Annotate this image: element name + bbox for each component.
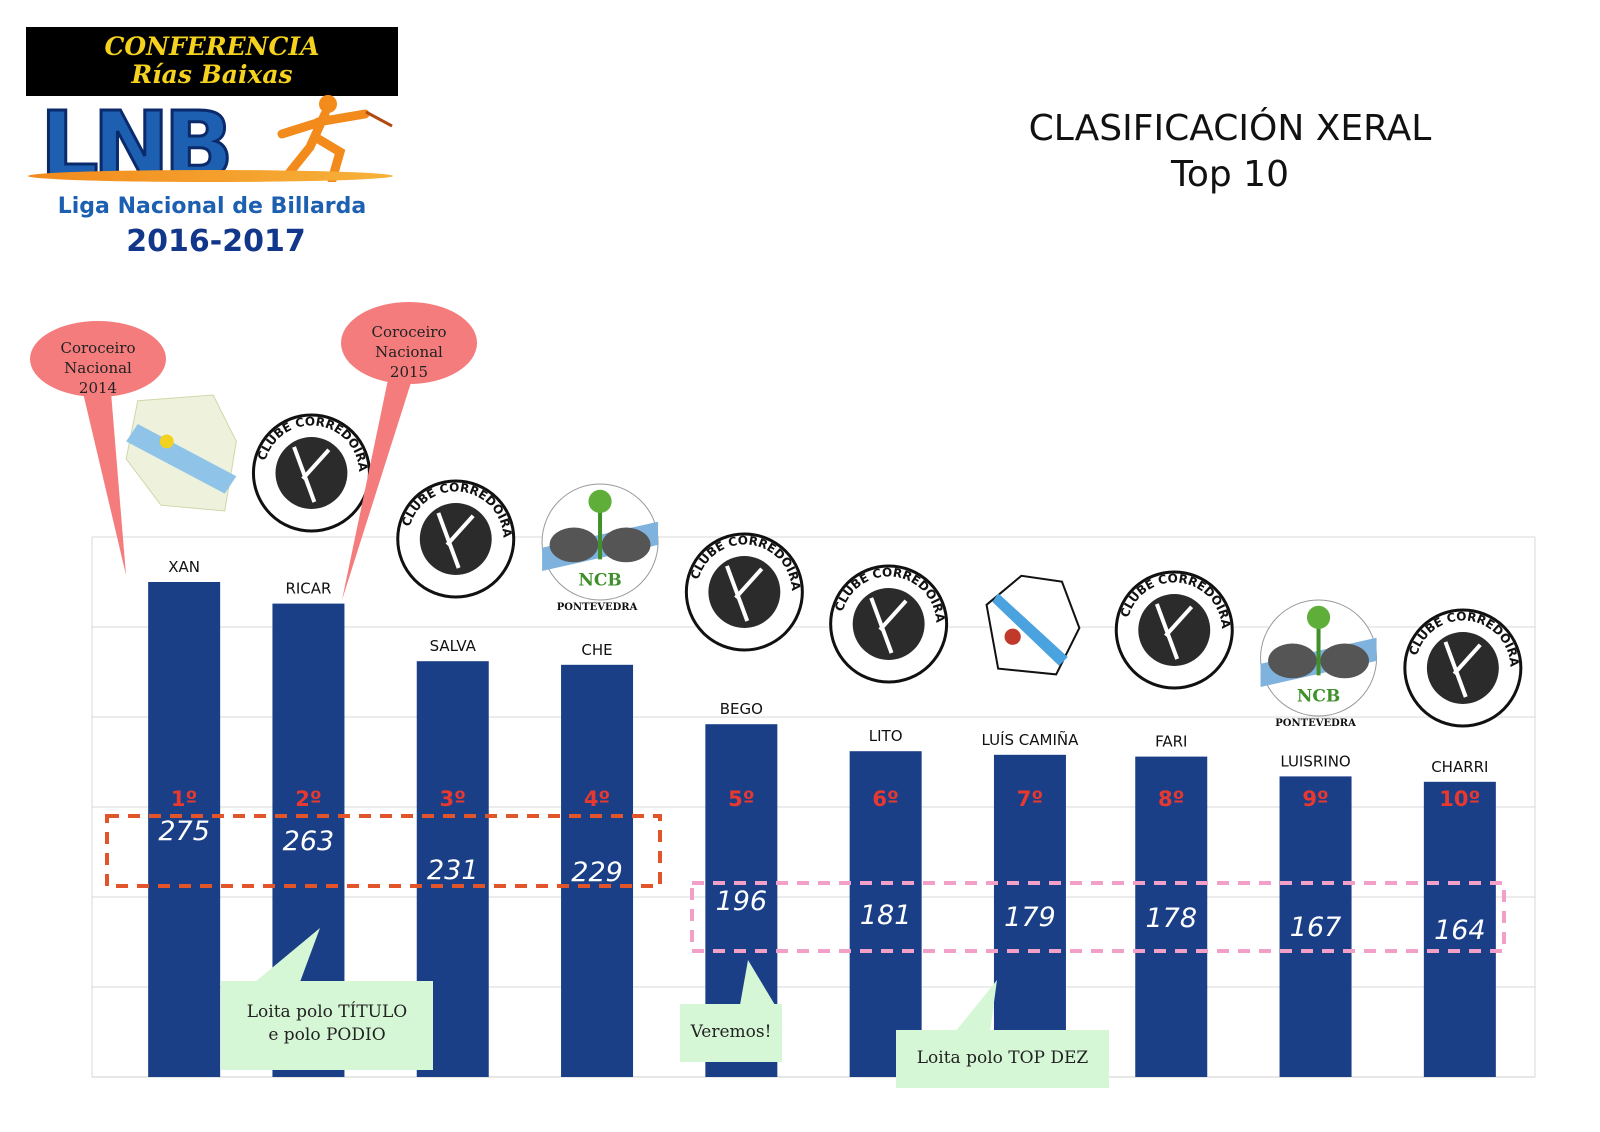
category-label: BEGO [720, 700, 763, 718]
logo-swoosh [28, 170, 393, 182]
marin-lnb-icon [985, 574, 1081, 676]
podium-highlight-box [105, 814, 662, 888]
value-label: 178 [1145, 903, 1197, 934]
note-title-line1: Loita polo TÍTULO [246, 1002, 408, 1022]
club-caption: PONTEVEDRA [557, 602, 638, 613]
bubble-2015-line2: 2015 [389, 363, 429, 381]
clube-corredoiras-icon: CLUBE CORREDOIRAS [0, 0, 516, 599]
bubble-coroceiro-2015: Coroceiro Nacional 2015 [341, 302, 477, 384]
league-name: Liga Nacional de Billarda [57, 194, 367, 219]
bar-lito [849, 751, 922, 1077]
value-label: 181 [860, 900, 912, 931]
bar-luisrino [1279, 776, 1352, 1077]
category-label: SALVA [430, 637, 477, 655]
rank-label: 4º [584, 787, 610, 811]
conference-banner: CONFERENCIA Rías Baixas [26, 27, 398, 96]
svg-text:CLUBE CORREDOIRAS: CLUBE CORREDOIRAS [0, 0, 803, 592]
bubble-2015-line1: Coroceiro Nacional [371, 323, 447, 361]
bar-fari [1135, 756, 1208, 1077]
value-label: 167 [1290, 912, 1342, 943]
svg-text:NCB: NCB [578, 571, 621, 591]
category-label: FARI [1155, 733, 1187, 751]
rank-label: 7º [1017, 787, 1043, 811]
bar-luscamia [993, 754, 1066, 1077]
title-line1: CLASIFICACIÓN XERAL [1028, 108, 1432, 149]
value-label: 229 [571, 857, 623, 888]
category-label: CHARRI [1431, 758, 1488, 776]
rank-label: 9º [1302, 787, 1328, 811]
conference-line2: Rías Baixas [131, 60, 293, 89]
club-caption: PONTEVEDRA [1275, 718, 1356, 729]
page-title: CLASIFICACIÓN XERAL Top 10 [980, 106, 1480, 198]
value-label: 179 [1004, 902, 1056, 933]
bubble-coroceiro-2014: Coroceiro Nacional 2014 [30, 321, 166, 397]
conference-line1: CONFERENCIA [104, 32, 320, 61]
season-label: 2016-2017 [126, 224, 306, 259]
lia-e-forza-icon [125, 394, 237, 512]
rank-label: 1º [171, 787, 197, 811]
rank-label: 8º [1158, 787, 1184, 811]
value-label: 164 [1434, 915, 1486, 946]
note-title-podium: Loita polo TÍTULO e polo PODIO [221, 981, 433, 1070]
category-label: RICAR [285, 580, 331, 598]
value-label: 275 [158, 816, 210, 847]
topten-highlight-box [690, 881, 1506, 953]
rank-label: 2º [295, 787, 321, 811]
bubble-2014-pointer [80, 380, 126, 575]
category-label: LUÍS CAMIÑA [982, 730, 1080, 749]
bubble-2015-pointer [342, 370, 415, 600]
bubble-2014-line2: 2014 [78, 379, 118, 397]
note-veremos: Veremos! [680, 1004, 782, 1062]
rank-label: 5º [728, 787, 754, 811]
value-label: 196 [716, 886, 768, 917]
rank-label: 10º [1439, 787, 1480, 811]
category-label: LUISRINO [1280, 752, 1350, 770]
note-title-pointer [255, 928, 320, 982]
value-label: 231 [427, 855, 479, 886]
ncb-pontevedra-icon: NCB [541, 483, 659, 601]
billarda-player-icon [277, 95, 393, 182]
bar-xan [148, 582, 221, 1077]
bar-charri [1423, 781, 1496, 1077]
note-veremos-pointer [740, 960, 775, 1005]
category-label: CHE [581, 641, 612, 659]
bubble-2014-line1: Coroceiro Nacional [60, 339, 136, 377]
rank-label: 6º [872, 787, 898, 811]
note-topdez-pointer [955, 980, 997, 1032]
note-topdez: Loita polo TOP DEZ [896, 1030, 1109, 1088]
category-label: XAN [168, 558, 200, 576]
title-line2: Top 10 [1170, 154, 1289, 195]
rank-label: 3º [440, 787, 466, 811]
category-label: LITO [869, 727, 903, 745]
ncb-pontevedra-icon: NCB [1260, 599, 1378, 717]
bar-che [561, 664, 634, 1077]
note-title-line2: e polo PODIO [268, 1025, 386, 1045]
value-label: 263 [283, 826, 335, 857]
svg-text:NCB: NCB [1297, 687, 1340, 707]
